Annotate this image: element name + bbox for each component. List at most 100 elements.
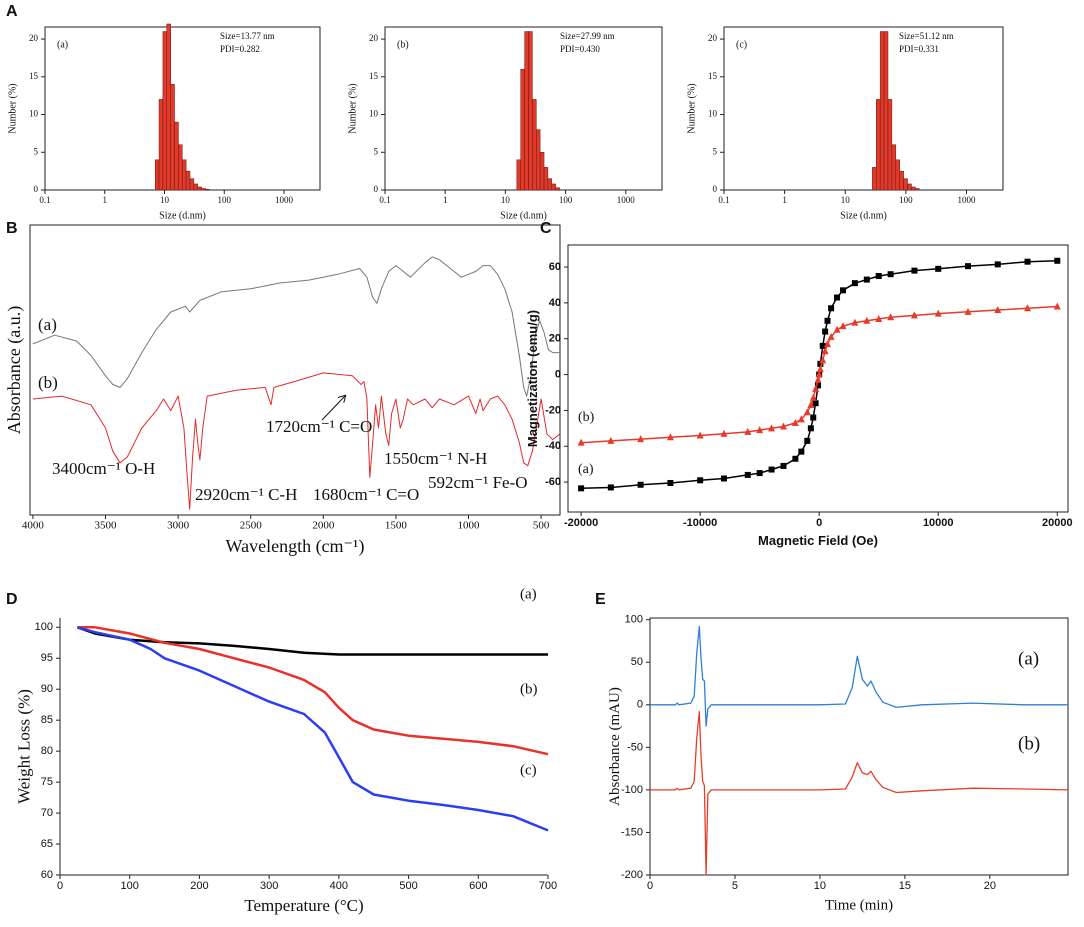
data-marker xyxy=(828,305,835,312)
data-line xyxy=(32,372,561,510)
y-tick-label: 75 xyxy=(41,776,53,788)
histogram-bar xyxy=(883,31,889,191)
data-marker xyxy=(851,318,859,326)
data-marker xyxy=(851,280,858,287)
x-tick-label: 10 xyxy=(841,195,851,205)
data-marker xyxy=(577,438,585,446)
annotation: (a) xyxy=(1018,648,1039,669)
x-axis-label: Size (d.nm) xyxy=(159,210,206,221)
x-tick-label: 15 xyxy=(899,880,911,892)
data-marker xyxy=(607,436,615,444)
annotation: 2920cm⁻¹ C-H xyxy=(195,485,297,504)
x-tick-label: 0 xyxy=(647,880,653,892)
annotation: 592cm⁻¹ Fe-O xyxy=(428,473,528,492)
data-marker xyxy=(780,462,787,469)
data-marker xyxy=(809,393,817,401)
data-marker xyxy=(791,418,799,426)
y-tick-label: 0 xyxy=(34,184,39,194)
annotation: PDI=0.331 xyxy=(899,44,939,54)
histogram-bar xyxy=(520,69,525,191)
data-marker xyxy=(810,414,817,421)
x-tick-label: 0.1 xyxy=(718,195,729,205)
y-tick-label: 70 xyxy=(41,807,53,819)
data-marker xyxy=(911,267,918,274)
histogram-bar xyxy=(174,121,179,191)
histogram-bar xyxy=(547,178,553,191)
data-marker xyxy=(1024,304,1032,312)
histogram-bar xyxy=(911,186,916,191)
data-marker xyxy=(815,370,823,378)
histogram-bar xyxy=(876,99,881,191)
data-marker xyxy=(827,332,835,340)
x-tick-label: 10 xyxy=(501,195,511,205)
y-tick-label: -20 xyxy=(545,404,561,416)
x-tick-label: 200 xyxy=(190,880,208,892)
x-tick-label: 1 xyxy=(443,195,448,205)
panel-label: B xyxy=(6,220,18,237)
data-marker xyxy=(816,365,824,373)
y-tick-label: 10 xyxy=(369,109,379,119)
x-axis-label: Size (d.nm) xyxy=(840,210,887,221)
histogram-bar xyxy=(158,99,164,191)
annotation: (a) xyxy=(57,39,68,50)
data-marker xyxy=(863,276,870,283)
data-marker xyxy=(822,328,829,335)
y-tick-label: 5 xyxy=(34,146,39,156)
annotation: (a) xyxy=(520,586,537,602)
data-marker xyxy=(964,307,972,315)
data-marker xyxy=(1024,258,1031,265)
y-tick-label: 0 xyxy=(555,368,561,380)
data-marker xyxy=(637,435,645,443)
x-tick-label: 0 xyxy=(57,880,63,892)
histogram-bar xyxy=(201,188,206,191)
histogram-bar xyxy=(170,84,175,191)
data-line xyxy=(76,626,548,656)
data-marker xyxy=(696,431,704,439)
y-tick-label: -200 xyxy=(621,869,643,881)
data-line xyxy=(650,625,1068,727)
annotation: 3400cm⁻¹ O-H xyxy=(52,459,155,478)
data-marker xyxy=(840,287,846,294)
annotation: (b) xyxy=(1018,733,1040,754)
x-tick-label: 2000 xyxy=(312,520,335,532)
y-tick-label: 20 xyxy=(708,33,718,43)
plot-frame xyxy=(29,224,561,516)
histogram-bar xyxy=(528,31,533,191)
data-marker xyxy=(779,422,787,430)
data-marker xyxy=(720,429,728,437)
histogram-bar xyxy=(903,178,908,191)
y-tick-label: 100 xyxy=(625,614,643,626)
y-tick-label: -60 xyxy=(545,476,561,488)
data-marker xyxy=(994,261,1001,268)
y-axis-label: Number (%) xyxy=(687,83,698,133)
data-marker xyxy=(814,375,822,383)
data-marker xyxy=(824,317,831,324)
data-marker xyxy=(935,265,942,272)
data-marker xyxy=(887,271,894,278)
x-tick-label: 20 xyxy=(984,880,996,892)
data-marker xyxy=(756,426,764,434)
y-tick-label: 90 xyxy=(41,683,53,695)
data-marker xyxy=(819,356,827,364)
annotation: (c) xyxy=(736,39,747,50)
data-marker xyxy=(578,485,585,492)
data-marker xyxy=(607,484,614,491)
data-marker xyxy=(824,340,832,348)
data-marker xyxy=(720,475,727,482)
data-marker xyxy=(994,306,1002,314)
data-marker xyxy=(815,382,821,389)
y-tick-label: 0 xyxy=(637,699,643,711)
x-tick-label: 100 xyxy=(899,195,913,205)
histogram-bar xyxy=(193,183,199,191)
y-tick-label: -40 xyxy=(545,440,561,452)
data-marker xyxy=(637,481,644,488)
x-tick-label: 20000 xyxy=(1042,517,1073,529)
annotation: (b) xyxy=(520,681,538,697)
x-tick-label: 0 xyxy=(816,517,822,529)
data-marker xyxy=(934,309,942,317)
data-line xyxy=(32,256,560,397)
data-marker xyxy=(804,437,811,444)
y-tick-label: 85 xyxy=(41,714,53,726)
x-axis-label: Magnetic Field (Oe) xyxy=(758,533,878,548)
y-tick-label: 0 xyxy=(374,184,379,194)
